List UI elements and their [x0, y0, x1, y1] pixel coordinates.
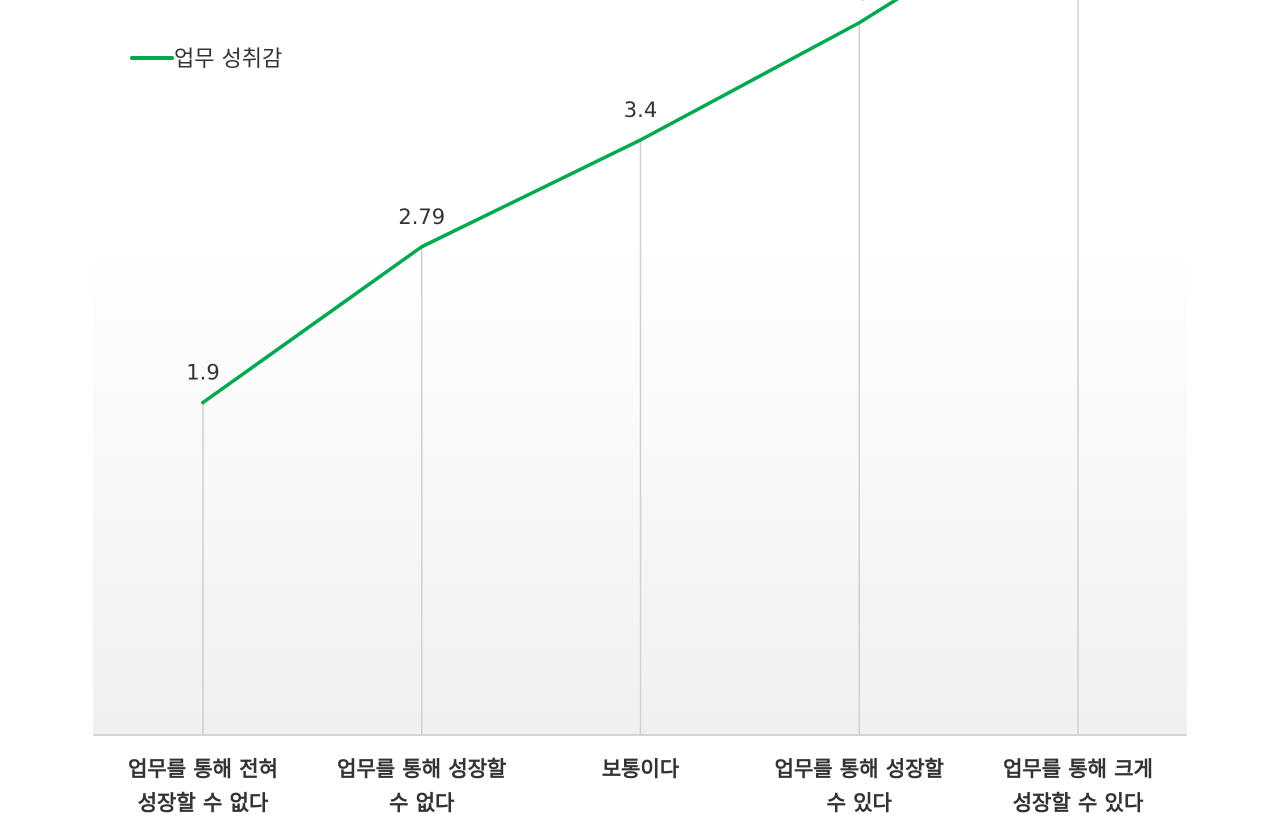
- legend-label: 업무 성취감: [174, 47, 282, 72]
- drop-lines: [202, 0, 1079, 735]
- data-point-0[interactable]: [201, 400, 205, 405]
- x-tick-label-3-line-1: 수 있다: [827, 791, 893, 815]
- x-tick-label-3-line-0: 업무를 통해 성장할: [775, 757, 944, 781]
- x-tick-label-1-line-1: 수 없다: [389, 791, 455, 815]
- data-label-1: 2.79: [398, 205, 445, 229]
- data-point-2[interactable]: [638, 138, 643, 142]
- x-tick-label-2: 보통이다: [602, 757, 680, 781]
- data-label-0: 1.9: [186, 361, 219, 385]
- x-tick-label-1-line-0: 업무를 통해 성장할: [337, 757, 506, 781]
- data-point-3[interactable]: [857, 20, 862, 25]
- data-point-1[interactable]: [419, 244, 424, 249]
- data-label-2: 3.4: [624, 98, 657, 122]
- x-tick-label-0-line-0: 업무를 통해 전혀: [128, 757, 278, 781]
- data-label-3: 4.07: [836, 0, 883, 5]
- x-tick-label-0-line-1: 성장할 수 없다: [138, 791, 269, 815]
- x-tick-label-4-line-1: 성장할 수 있다: [1013, 791, 1144, 815]
- legend[interactable]: 업무 성취감: [130, 47, 282, 72]
- x-tick-label-4-line-0: 업무를 통해 크게: [1003, 757, 1153, 781]
- value-labels: 1.92.793.44.074.85: [186, 0, 883, 405]
- x-tick-label-2-line-0: 보통이다: [602, 757, 680, 781]
